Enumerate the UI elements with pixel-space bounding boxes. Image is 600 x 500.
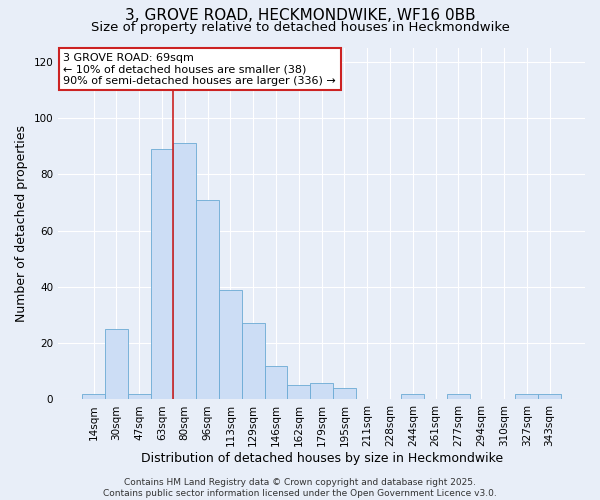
- Bar: [196, 200, 219, 400]
- Bar: [515, 394, 538, 400]
- Bar: [173, 143, 196, 400]
- Bar: [401, 394, 424, 400]
- Text: Contains HM Land Registry data © Crown copyright and database right 2025.
Contai: Contains HM Land Registry data © Crown c…: [103, 478, 497, 498]
- Bar: [265, 366, 287, 400]
- Bar: [287, 386, 310, 400]
- Text: Size of property relative to detached houses in Heckmondwike: Size of property relative to detached ho…: [91, 21, 509, 34]
- X-axis label: Distribution of detached houses by size in Heckmondwike: Distribution of detached houses by size …: [140, 452, 503, 465]
- Bar: [333, 388, 356, 400]
- Bar: [538, 394, 561, 400]
- Bar: [242, 324, 265, 400]
- Bar: [310, 382, 333, 400]
- Bar: [219, 290, 242, 400]
- Y-axis label: Number of detached properties: Number of detached properties: [15, 125, 28, 322]
- Text: 3 GROVE ROAD: 69sqm
← 10% of detached houses are smaller (38)
90% of semi-detach: 3 GROVE ROAD: 69sqm ← 10% of detached ho…: [64, 53, 336, 86]
- Bar: [128, 394, 151, 400]
- Bar: [82, 394, 105, 400]
- Bar: [151, 149, 173, 400]
- Bar: [105, 329, 128, 400]
- Text: 3, GROVE ROAD, HECKMONDWIKE, WF16 0BB: 3, GROVE ROAD, HECKMONDWIKE, WF16 0BB: [125, 8, 475, 23]
- Bar: [447, 394, 470, 400]
